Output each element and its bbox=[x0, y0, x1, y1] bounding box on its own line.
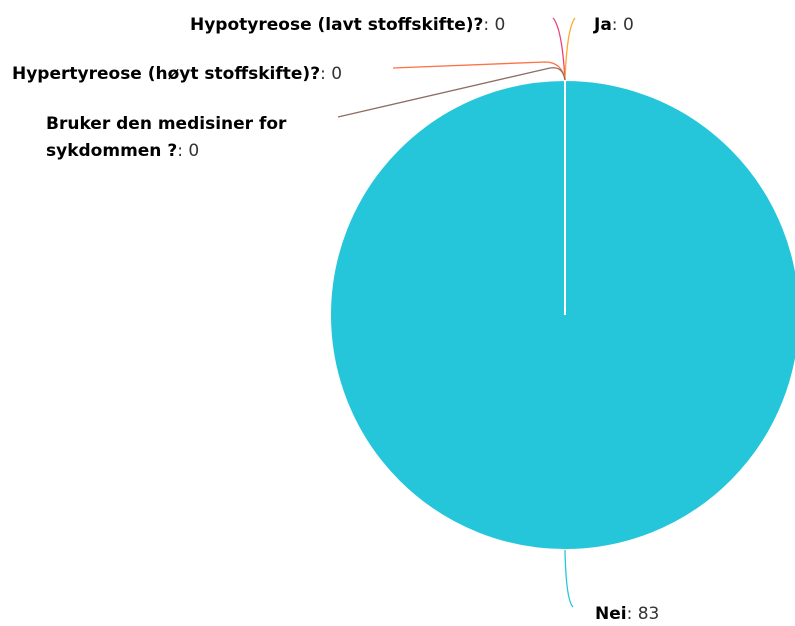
data-label: Hypertyreose (høyt stoffskifte)?: 0 bbox=[12, 61, 342, 88]
label-name: Bruker den medisiner for sykdommen ? bbox=[46, 114, 287, 161]
label-separator: : bbox=[626, 604, 638, 624]
label-value: 0 bbox=[188, 141, 200, 161]
leader-line bbox=[337, 67, 566, 118]
data-label: Hypotyreose (lavt stoffskifte)?: 0 bbox=[190, 12, 505, 39]
label-value: 0 bbox=[494, 15, 506, 35]
label-value: 83 bbox=[637, 604, 660, 624]
pie-slice bbox=[329, 78, 795, 552]
data-label: Nei: 83 bbox=[595, 601, 659, 626]
label-separator: : bbox=[320, 64, 332, 84]
label-separator: : bbox=[483, 15, 495, 35]
label-name: Ja bbox=[594, 15, 612, 35]
label-name: Hypotyreose (lavt stoffskifte)? bbox=[190, 15, 484, 35]
leader-line bbox=[552, 17, 566, 81]
data-label: Bruker den medisiner for sykdommen ?: 0 bbox=[46, 111, 321, 165]
label-value: 0 bbox=[622, 15, 634, 35]
label-value: 0 bbox=[331, 64, 343, 84]
label-name: Hypertyreose (høyt stoffskifte)? bbox=[12, 64, 321, 84]
label-separator: : bbox=[611, 15, 623, 35]
label-name: Nei bbox=[595, 604, 627, 624]
leader-line bbox=[564, 549, 574, 608]
label-separator: : bbox=[177, 141, 189, 161]
data-label: Ja: 0 bbox=[594, 12, 634, 39]
leader-line bbox=[564, 17, 576, 81]
